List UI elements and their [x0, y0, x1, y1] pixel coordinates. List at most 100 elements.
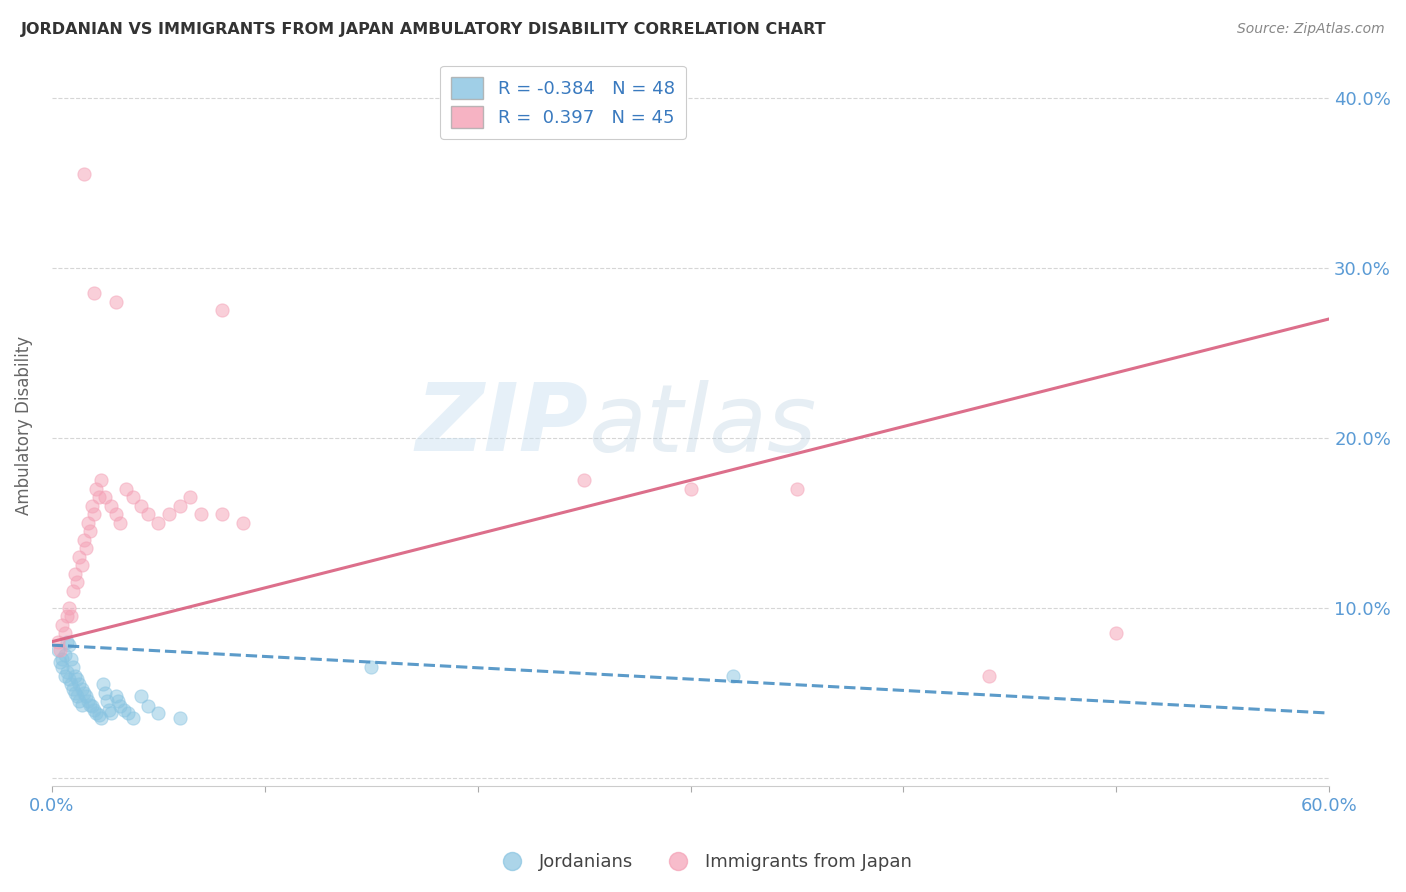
Point — [786, 482, 808, 496]
Legend: Jordanians, Immigrants from Japan: Jordanians, Immigrants from Japan — [486, 847, 920, 879]
Point — [59, 651, 82, 665]
Point — [49, 643, 72, 657]
Point — [53, 669, 76, 683]
Point — [79, 698, 101, 712]
Point — [157, 508, 180, 522]
Point — [115, 482, 138, 496]
Point — [148, 706, 170, 720]
Point — [59, 677, 82, 691]
Point — [66, 672, 89, 686]
Point — [53, 626, 76, 640]
Text: JORDANIAN VS IMMIGRANTS FROM JAPAN AMBULATORY DISABILITY CORRELATION CHART: JORDANIAN VS IMMIGRANTS FROM JAPAN AMBUL… — [21, 22, 827, 37]
Point — [83, 286, 105, 301]
Point — [94, 491, 117, 505]
Point — [977, 669, 1000, 683]
Point — [63, 566, 86, 581]
Point — [83, 703, 105, 717]
Point — [82, 499, 104, 513]
Point — [58, 672, 80, 686]
Text: Source: ZipAtlas.com: Source: ZipAtlas.com — [1237, 22, 1385, 37]
Point — [49, 655, 72, 669]
Point — [67, 694, 90, 708]
Text: ZIP: ZIP — [415, 379, 588, 471]
Point — [67, 549, 90, 564]
Point — [121, 491, 143, 505]
Point — [62, 583, 84, 598]
Point — [232, 516, 254, 530]
Point — [70, 698, 93, 712]
Point — [136, 508, 159, 522]
Point — [46, 634, 69, 648]
Point — [360, 660, 382, 674]
Point — [572, 473, 595, 487]
Point — [100, 706, 122, 720]
Point — [169, 499, 191, 513]
Point — [53, 648, 76, 663]
Point — [46, 643, 69, 657]
Point — [55, 634, 77, 648]
Point — [62, 682, 84, 697]
Point — [75, 541, 97, 556]
Point — [211, 508, 233, 522]
Point — [104, 294, 127, 309]
Point — [73, 686, 96, 700]
Point — [108, 516, 131, 530]
Point — [77, 516, 100, 530]
Point — [86, 482, 108, 496]
Point — [169, 711, 191, 725]
Point — [63, 669, 86, 683]
Point — [66, 575, 89, 590]
Point — [63, 686, 86, 700]
Point — [87, 491, 110, 505]
Point — [1105, 626, 1128, 640]
Text: atlas: atlas — [588, 380, 817, 471]
Point — [108, 699, 131, 714]
Point — [70, 558, 93, 573]
Point — [90, 473, 112, 487]
Point — [96, 694, 118, 708]
Point — [91, 677, 114, 691]
Point — [73, 168, 96, 182]
Point — [67, 677, 90, 691]
Point — [721, 669, 744, 683]
Point — [51, 617, 73, 632]
Point — [679, 482, 702, 496]
Point — [104, 689, 127, 703]
Point — [190, 508, 212, 522]
Point — [51, 660, 73, 674]
Point — [87, 707, 110, 722]
Point — [70, 682, 93, 697]
Point — [51, 651, 73, 665]
Point — [79, 524, 101, 539]
Point — [55, 609, 77, 624]
Point — [179, 491, 201, 505]
Point — [121, 711, 143, 725]
Legend: R = -0.384   N = 48, R =  0.397   N = 45: R = -0.384 N = 48, R = 0.397 N = 45 — [440, 66, 686, 139]
Point — [98, 703, 121, 717]
Point — [66, 689, 89, 703]
Point — [58, 600, 80, 615]
Point — [58, 638, 80, 652]
Y-axis label: Ambulatory Disability: Ambulatory Disability — [15, 335, 32, 515]
Point — [107, 694, 129, 708]
Point — [75, 689, 97, 703]
Point — [148, 516, 170, 530]
Point — [77, 694, 100, 708]
Point — [94, 686, 117, 700]
Point — [86, 706, 108, 720]
Point — [82, 699, 104, 714]
Point — [211, 303, 233, 318]
Point — [136, 699, 159, 714]
Point — [104, 508, 127, 522]
Point — [83, 508, 105, 522]
Point — [129, 689, 152, 703]
Point — [55, 665, 77, 680]
Point — [90, 711, 112, 725]
Point — [129, 499, 152, 513]
Point — [100, 499, 122, 513]
Point — [59, 609, 82, 624]
Point — [73, 533, 96, 547]
Point — [112, 703, 135, 717]
Point — [62, 660, 84, 674]
Point — [117, 706, 139, 720]
